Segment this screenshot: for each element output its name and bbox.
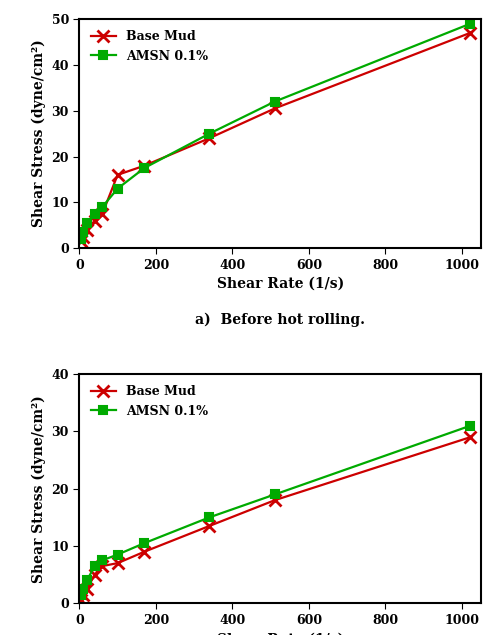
Base Mud xyxy=(84,585,90,592)
AMSN 0.1% xyxy=(78,591,84,598)
Base Mud xyxy=(92,571,98,578)
AMSN 0.1% xyxy=(80,585,86,592)
AMSN 0.1% xyxy=(84,577,90,584)
Base Mud xyxy=(206,135,212,142)
Base Mud xyxy=(467,29,473,37)
Base Mud xyxy=(272,105,278,112)
AMSN 0.1% xyxy=(467,20,473,27)
Line: Base Mud: Base Mud xyxy=(76,27,476,247)
AMSN 0.1% xyxy=(206,514,212,521)
Text: a)  Before hot rolling.: a) Before hot rolling. xyxy=(195,312,365,326)
Base Mud xyxy=(78,596,84,604)
AMSN 0.1% xyxy=(272,491,278,498)
AMSN 0.1% xyxy=(141,164,147,172)
AMSN 0.1% xyxy=(115,185,121,192)
Base Mud xyxy=(99,562,105,570)
Line: AMSN 0.1%: AMSN 0.1% xyxy=(77,422,475,599)
X-axis label: Shear Rate (1/s): Shear Rate (1/s) xyxy=(217,277,344,291)
Y-axis label: Shear Stress (dyne/cm²): Shear Stress (dyne/cm²) xyxy=(32,395,46,582)
Base Mud xyxy=(467,433,473,441)
AMSN 0.1% xyxy=(84,219,90,227)
AMSN 0.1% xyxy=(99,556,105,564)
Base Mud xyxy=(78,237,84,245)
Y-axis label: Shear Stress (dyne/cm²): Shear Stress (dyne/cm²) xyxy=(32,40,46,227)
Base Mud xyxy=(141,162,147,170)
Base Mud xyxy=(80,233,86,241)
Base Mud xyxy=(84,226,90,234)
Legend: Base Mud, AMSN 0.1%: Base Mud, AMSN 0.1% xyxy=(86,380,213,423)
AMSN 0.1% xyxy=(141,539,147,547)
Base Mud xyxy=(272,497,278,504)
AMSN 0.1% xyxy=(78,235,84,243)
Line: AMSN 0.1%: AMSN 0.1% xyxy=(77,20,475,243)
Base Mud xyxy=(115,559,121,567)
Base Mud xyxy=(99,210,105,218)
Legend: Base Mud, AMSN 0.1%: Base Mud, AMSN 0.1% xyxy=(86,25,213,67)
X-axis label: Shear Rate (1/s): Shear Rate (1/s) xyxy=(217,632,344,635)
AMSN 0.1% xyxy=(206,130,212,137)
AMSN 0.1% xyxy=(467,422,473,429)
Base Mud xyxy=(115,171,121,178)
AMSN 0.1% xyxy=(272,98,278,105)
AMSN 0.1% xyxy=(99,203,105,211)
AMSN 0.1% xyxy=(80,229,86,236)
Base Mud xyxy=(206,522,212,530)
Base Mud xyxy=(92,217,98,224)
AMSN 0.1% xyxy=(92,210,98,218)
Base Mud xyxy=(141,548,147,556)
Line: Base Mud: Base Mud xyxy=(76,432,476,606)
AMSN 0.1% xyxy=(115,551,121,558)
AMSN 0.1% xyxy=(92,562,98,570)
Base Mud xyxy=(80,591,86,598)
